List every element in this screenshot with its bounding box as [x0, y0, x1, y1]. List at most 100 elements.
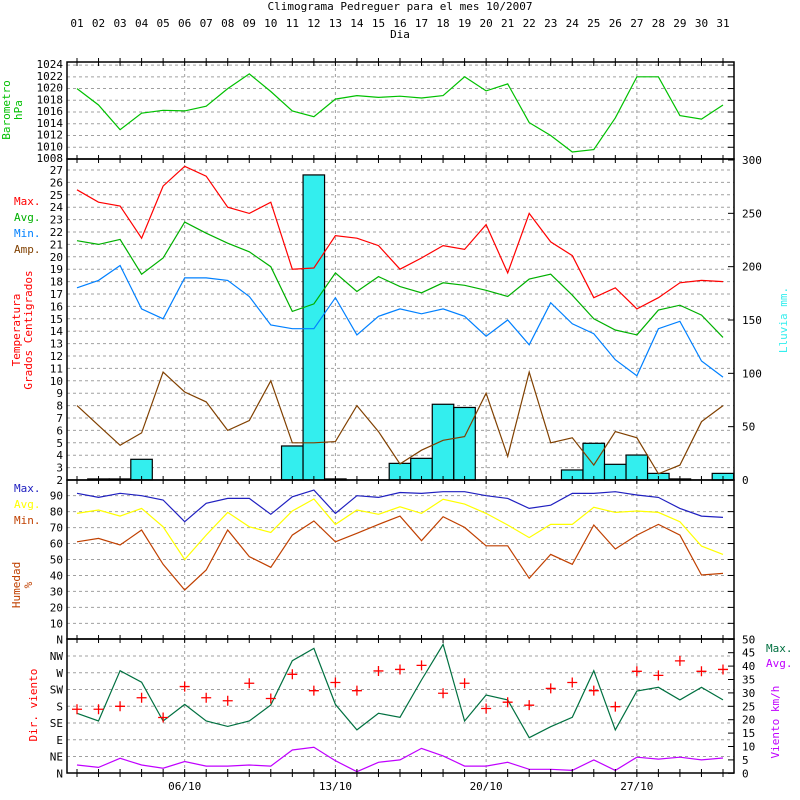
wind-direction-marker-day-25 — [588, 685, 599, 696]
wind-direction-marker-day-19 — [459, 678, 470, 689]
temperature-tick-label: 8 — [56, 400, 63, 413]
wind-speed-tick-label: 15 — [742, 727, 755, 740]
humidity-legend-min: Min. — [14, 514, 41, 527]
day-label: 23 — [544, 17, 557, 30]
wind-direction-marker-day-12 — [308, 685, 319, 696]
chart-title: Climograma Pedreguer para el mes 10/2007 — [268, 0, 533, 13]
wind-direction-marker-day-26 — [610, 701, 621, 712]
wind-speed-tick-label: 5 — [742, 754, 749, 767]
rain-bar-day-12 — [302, 174, 326, 481]
wind-direction-marker-day-11 — [287, 669, 298, 680]
wind-speed-tick-label: 25 — [742, 700, 755, 713]
temperature-tick-label: 17 — [50, 288, 63, 301]
temperature-tick-label: 26 — [50, 176, 63, 189]
rain-tick-label: 100 — [742, 367, 762, 380]
wind-speed-tick-label: 50 — [742, 633, 755, 646]
temperature-tick-label: 13 — [50, 338, 63, 351]
day-label: 14 — [350, 17, 364, 30]
wind-speed-tick-label: 10 — [742, 741, 755, 754]
humidity-tick-label: 60 — [50, 538, 63, 551]
wind-direction-marker-day-02 — [93, 704, 104, 715]
humidity-axis-unit: % — [22, 581, 35, 588]
temperature-tick-label: 18 — [50, 276, 63, 289]
day-label: 05 — [157, 17, 170, 30]
day-label: 19 — [458, 17, 471, 30]
barometer-tick-label: 1020 — [37, 82, 64, 95]
wind-speed-tick-label: 20 — [742, 714, 755, 727]
week-label: 27/10 — [620, 780, 653, 793]
barometer-tick-label: 1016 — [37, 105, 64, 118]
wind-direction-marker-day-14 — [351, 685, 362, 696]
wind-direction-axis-label: Dir. viento — [27, 669, 40, 742]
barometer-line — [76, 73, 724, 153]
wind-panel-frame — [66, 638, 735, 774]
day-label: 04 — [135, 17, 149, 30]
day-label: 10 — [264, 17, 277, 30]
humidity-tick-label: 50 — [50, 554, 63, 567]
wind-direction-marker-day-08 — [222, 695, 233, 706]
wind-direction-marker-day-03 — [115, 701, 126, 712]
temperature-tick-label: 14 — [50, 325, 64, 338]
day-label: 01 — [70, 17, 83, 30]
rain-axis-label: Lluvia mm. — [777, 287, 790, 353]
wind-direction-marker-day-04 — [136, 692, 147, 703]
temperature-tick-label: 27 — [50, 164, 63, 177]
wind-direction-marker-day-07 — [201, 692, 212, 703]
temperature-legend-avg: Avg. — [14, 211, 41, 224]
wind-direction-marker-day-09 — [244, 678, 255, 689]
wind-direction-marker-day-10 — [265, 693, 276, 704]
wind-direction-tick-label: SW — [50, 684, 64, 697]
barometer-tick-label: 1024 — [37, 58, 64, 71]
temperature-tick-label: 15 — [50, 313, 63, 326]
day-label: 08 — [221, 17, 234, 30]
wind-direction-tick-label: N — [56, 767, 63, 780]
day-label: 11 — [286, 17, 299, 30]
rain-bar-day-19 — [453, 406, 476, 481]
rain-bar-day-11 — [280, 445, 304, 481]
wind-direction-marker-day-18 — [438, 688, 449, 699]
week-label: 20/10 — [470, 780, 503, 793]
day-label: 18 — [436, 17, 449, 30]
temperature-axis-label: Temperatura — [10, 294, 23, 367]
week-label: 06/10 — [168, 780, 201, 793]
day-label: 29 — [673, 17, 686, 30]
day-label: 28 — [652, 17, 665, 30]
day-label: 20 — [480, 17, 493, 30]
barometer-tick-label: 1014 — [37, 117, 64, 130]
day-label: 06 — [178, 17, 191, 30]
humidity-axis-label: Humedad — [10, 562, 23, 608]
wind-avg-line — [76, 746, 724, 773]
day-label: 15 — [372, 17, 385, 30]
rain-tick-label: 250 — [742, 207, 762, 220]
temperature-tick-label: 25 — [50, 189, 63, 202]
temperature-tick-label: 2 — [56, 474, 63, 487]
day-label: 16 — [393, 17, 406, 30]
barometer-tick-label: 1010 — [37, 140, 64, 153]
rain-tick-label: 150 — [742, 314, 762, 327]
rain-tick-label: 0 — [742, 474, 749, 487]
wind-speed-tick-label: 45 — [742, 647, 755, 660]
temperature-tick-label: 12 — [50, 350, 63, 363]
wind-legend-avg: Avg. — [766, 657, 793, 670]
humidity-max-line — [76, 489, 724, 523]
humidity-tick-label: 10 — [50, 617, 63, 630]
temperature-tick-label: 10 — [50, 375, 63, 388]
temperature-legend-amp: Amp. — [14, 243, 41, 256]
rain-bar-day-25 — [582, 442, 606, 481]
wind-speed-tick-label: 30 — [742, 687, 755, 700]
temperature-legend-min: Min. — [14, 227, 41, 240]
wind-legend-max: Max. — [766, 642, 793, 655]
barometer-axis-unit: hPa — [12, 100, 25, 120]
temperature-tick-label: 16 — [50, 300, 63, 313]
wind-speed-tick-label: 35 — [742, 674, 755, 687]
temperature-tick-label: 6 — [56, 424, 63, 437]
temperature-avg-line — [76, 221, 724, 338]
temperature-tick-label: 23 — [50, 214, 63, 227]
wind-direction-marker-day-20 — [481, 703, 492, 714]
day-label: 12 — [307, 17, 320, 30]
temperature-tick-label: 11 — [50, 362, 63, 375]
wind-direction-marker-day-17 — [416, 660, 427, 671]
wind-direction-marker-day-16 — [394, 664, 405, 675]
day-label: 24 — [566, 17, 580, 30]
